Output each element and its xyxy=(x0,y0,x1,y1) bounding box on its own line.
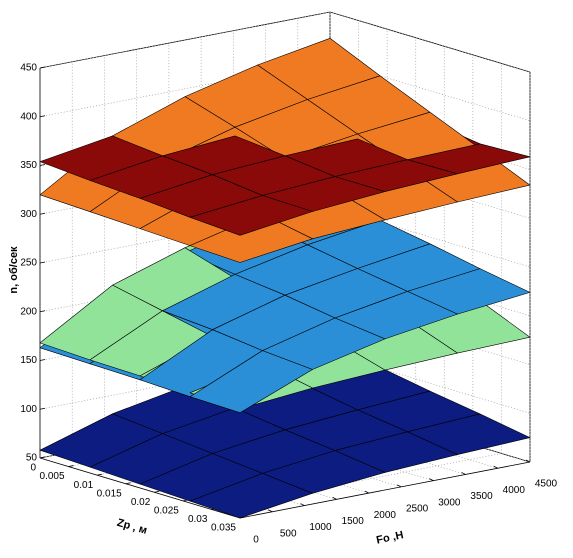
y-tick xyxy=(364,490,370,494)
grid-line xyxy=(329,11,531,73)
x-tick-label: 0.035 xyxy=(211,523,236,534)
z-tick-label: 350 xyxy=(20,160,37,171)
z-tick-label: 150 xyxy=(20,355,37,366)
y-tick xyxy=(332,496,337,500)
z-tick-label: 450 xyxy=(20,63,37,74)
grid-line xyxy=(297,407,498,469)
x-tick-label: 0.02 xyxy=(131,497,151,508)
grid-line xyxy=(233,420,434,482)
x-tick-label: 0.005 xyxy=(40,471,65,482)
y-tick-label: 4500 xyxy=(535,479,558,490)
y-tick-label: 2000 xyxy=(374,510,397,521)
z-tick xyxy=(39,66,46,69)
grid-line xyxy=(329,401,531,463)
x-tick-label: 0.03 xyxy=(188,514,208,525)
surface-patch xyxy=(189,350,313,414)
z-tick xyxy=(39,310,46,313)
z-tick xyxy=(39,359,46,361)
grid-line xyxy=(329,352,531,414)
z-tick-label: 250 xyxy=(20,258,37,269)
y-tick xyxy=(396,484,402,488)
grid-line xyxy=(211,453,502,510)
grid-line xyxy=(265,414,466,475)
x-tick-label: 0.01 xyxy=(74,480,94,491)
y-tick-label: 4000 xyxy=(503,485,526,496)
z-tick xyxy=(39,212,46,215)
y-axis-label: Fo ,Н xyxy=(375,529,404,546)
y-tick xyxy=(525,459,531,463)
z-tick xyxy=(39,115,46,118)
y-tick-label: 3500 xyxy=(470,491,493,502)
grid-line xyxy=(329,60,531,122)
y-tick-label: 3000 xyxy=(438,497,461,508)
y-tick xyxy=(429,478,434,482)
x-tick-label: 0.025 xyxy=(154,505,179,516)
grid-line xyxy=(329,206,531,268)
y-tick-label: 1500 xyxy=(342,516,365,527)
y-tick-label: 0 xyxy=(253,535,259,546)
z-tick-label: 400 xyxy=(20,111,37,122)
y-tick xyxy=(461,472,466,475)
y-tick xyxy=(300,503,305,506)
y-tick-label: 1000 xyxy=(309,522,332,533)
grid-line xyxy=(329,255,531,317)
surface-patch xyxy=(189,195,313,236)
z-tick xyxy=(39,164,46,166)
grid-line xyxy=(329,157,531,219)
y-tick-label: 2500 xyxy=(406,504,429,515)
y-tick-label: 500 xyxy=(280,528,297,539)
z-tick xyxy=(39,407,46,410)
z-tick xyxy=(39,261,46,264)
z-axis-label: n, об/сек xyxy=(8,246,20,294)
grid-line xyxy=(39,11,331,69)
z-tick-label: 200 xyxy=(20,306,37,317)
surface-patch xyxy=(189,473,313,519)
z-tick-label: 300 xyxy=(20,209,37,220)
x-tick-label: 0.015 xyxy=(97,488,122,499)
y-tick xyxy=(268,509,273,513)
y-tick xyxy=(493,465,498,469)
x-axis-label: Zp , м xyxy=(116,517,149,537)
x-tick-label: 0 xyxy=(30,463,36,474)
z-tick-label: 100 xyxy=(20,404,37,415)
z-tick-label: 50 xyxy=(26,453,38,464)
grid-line xyxy=(329,304,531,365)
